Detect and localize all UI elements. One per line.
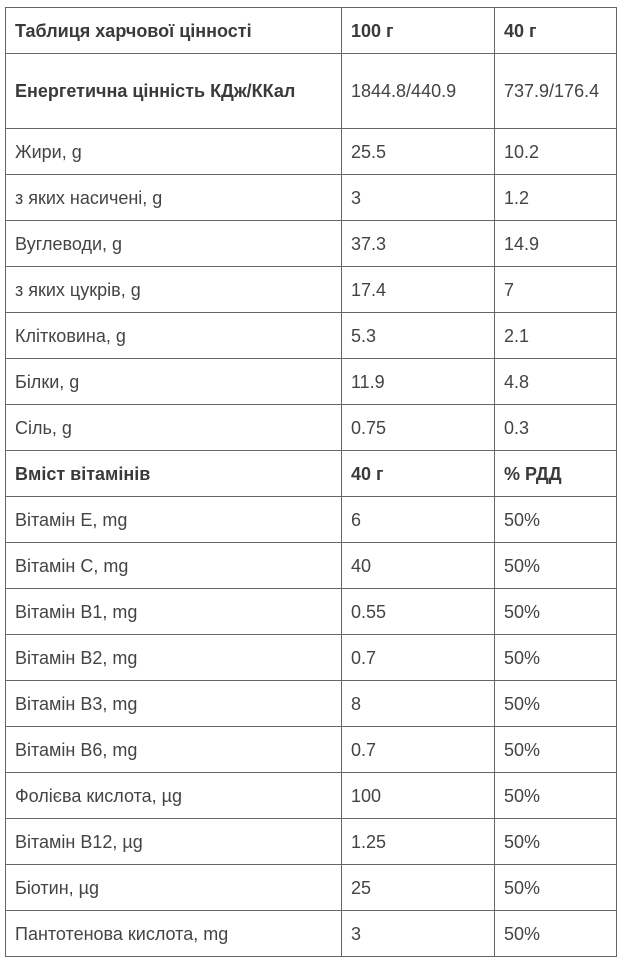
table-cell: 40 [341,542,495,589]
table-cell: 50% [494,864,617,911]
table-header-row: Таблиця харчової цінності 100 г 40 г [5,7,617,54]
table-cell: з яких цукрів, g [5,266,342,313]
table-cell: 5.3 [341,312,495,359]
table-row: Вітамін E, mg 6 50% [5,496,617,543]
table-cell: 8 [341,680,495,727]
energy-label: Енергетична цінність КДж/ККал [5,53,342,129]
table-cell: 11.9 [341,358,495,405]
table-cell: 50% [494,634,617,681]
table-cell: 50% [494,588,617,635]
table-cell: Клітковина, g [5,312,342,359]
table-cell: Вітамін B1, mg [5,588,342,635]
table-cell: Сіль, g [5,404,342,451]
table-row: Пантотенова кислота, mg 3 50% [5,910,617,957]
table-row: Сіль, g 0.75 0.3 [5,404,617,451]
table-cell: 10.2 [494,128,617,175]
table-cell: 0.3 [494,404,617,451]
table-row: Вітамін B1, mg 0.55 50% [5,588,617,635]
table-cell: 25 [341,864,495,911]
table-cell: 40 г [341,450,495,497]
energy-40g: 737.9/176.4 [494,53,617,129]
table-cell: 50% [494,680,617,727]
header-cell: Таблиця харчової цінності [5,7,342,54]
energy-100g: 1844.8/440.9 [341,53,495,129]
table-cell: 50% [494,496,617,543]
table-cell: 0.55 [341,588,495,635]
table-cell: 25.5 [341,128,495,175]
table-cell: 3 [341,910,495,957]
header-cell: 100 г [341,7,495,54]
table-cell: 6 [341,496,495,543]
table-cell: Білки, g [5,358,342,405]
table-row: Фолієва кислота, µg 100 50% [5,772,617,819]
table-cell: 14.9 [494,220,617,267]
table-row: Вітамін B6, mg 0.7 50% [5,726,617,773]
table-cell: Пантотенова кислота, mg [5,910,342,957]
table-cell: Фолієва кислота, µg [5,772,342,819]
table-row: з яких цукрів, g 17.4 7 [5,266,617,313]
table-cell: 37.3 [341,220,495,267]
table-cell: 17.4 [341,266,495,313]
table-cell: 50% [494,726,617,773]
table-row: Вітамін B2, mg 0.7 50% [5,634,617,681]
table-cell: 4.8 [494,358,617,405]
table-cell: 1.25 [341,818,495,865]
table-cell: 0.7 [341,726,495,773]
table-row: Білки, g 11.9 4.8 [5,358,617,405]
table-row: з яких насичені, g 3 1.2 [5,174,617,221]
table-cell: 2.1 [494,312,617,359]
table-row: Жири, g 25.5 10.2 [5,128,617,175]
table-cell: Вітамін C, mg [5,542,342,589]
table-cell: Жири, g [5,128,342,175]
energy-row: Енергетична цінність КДж/ККал 1844.8/440… [5,53,617,129]
table-cell: 50% [494,542,617,589]
table-cell: 0.7 [341,634,495,681]
table-cell: Вміст вітамінів [5,450,342,497]
header-cell: 40 г [494,7,617,54]
table-cell: % РДД [494,450,617,497]
table-row: Вітамін C, mg 40 50% [5,542,617,589]
table-cell: Вітамін B12, µg [5,818,342,865]
vitamin-header-row: Вміст вітамінів 40 г% РДД [5,450,617,497]
table-cell: Вітамін B6, mg [5,726,342,773]
table-cell: Вітамін E, mg [5,496,342,543]
table-cell: 7 [494,266,617,313]
nutrition-table: Таблиця харчової цінності 100 г 40 г Ене… [5,7,617,957]
table-cell: Вітамін B3, mg [5,680,342,727]
table-cell: 1.2 [494,174,617,221]
table-cell: з яких насичені, g [5,174,342,221]
table-row: Вуглеводи, g 37.3 14.9 [5,220,617,267]
table-cell: 50% [494,772,617,819]
table-cell: Вуглеводи, g [5,220,342,267]
table-cell: 3 [341,174,495,221]
table-cell: 50% [494,818,617,865]
table-row: Біотин, µg 25 50% [5,864,617,911]
table-cell: 50% [494,910,617,957]
table-row: Вітамін B3, mg 8 50% [5,680,617,727]
table-cell: Біотин, µg [5,864,342,911]
table-cell: Вітамін B2, mg [5,634,342,681]
table-row: Клітковина, g 5.3 2.1 [5,312,617,359]
table-cell: 0.75 [341,404,495,451]
table-cell: 100 [341,772,495,819]
table-row: Вітамін B12, µg 1.25 50% [5,818,617,865]
